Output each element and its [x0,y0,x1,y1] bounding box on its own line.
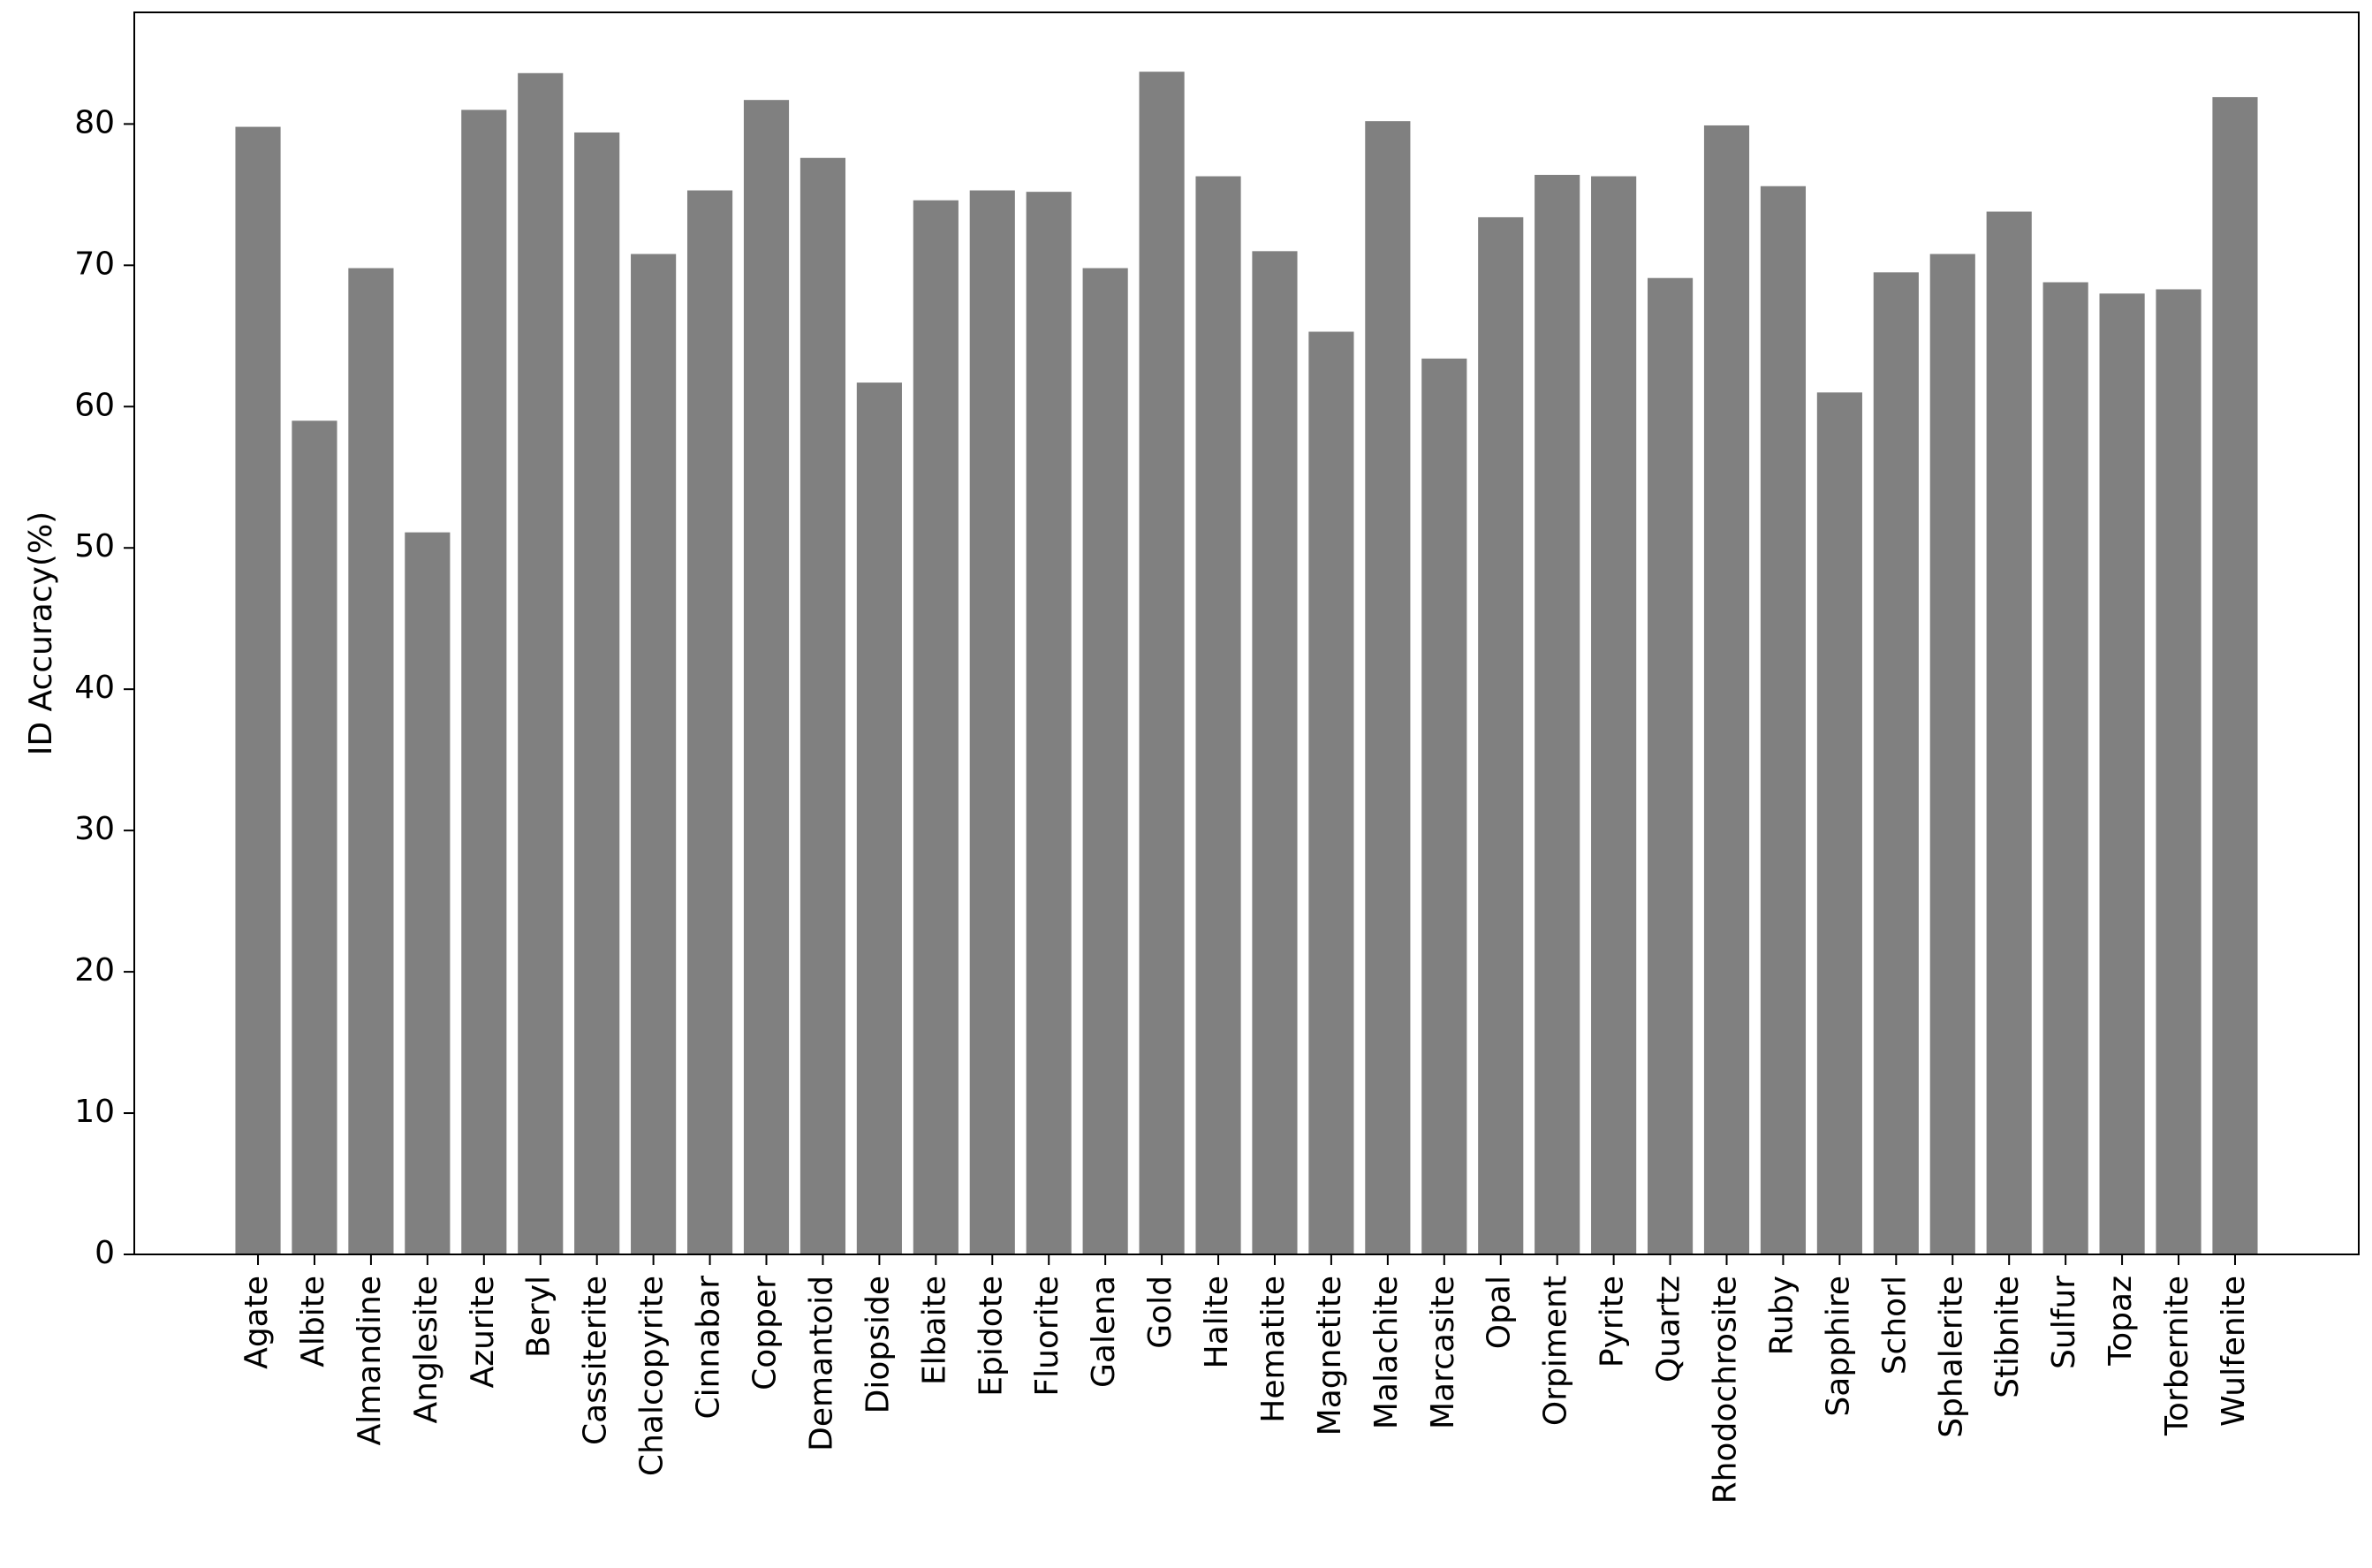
x-tick-label: Ruby [1763,1276,1800,1355]
bar [913,200,959,1254]
bar [743,100,790,1255]
x-tick-label: Malachite [1368,1276,1405,1429]
y-tick-label: 60 [74,387,115,423]
bar [1986,211,2032,1254]
x-tick-label: Gold [1142,1276,1178,1349]
x-tick-label: Schorl [1876,1276,1913,1375]
x-tick-label: Hematite [1255,1276,1292,1423]
y-axis-label: ID Accuracy(%) [23,511,59,755]
x-tick-label: Elbaite [916,1276,952,1385]
x-tick-label: Galena [1086,1276,1122,1388]
bar [235,126,281,1255]
bar [1929,254,1975,1254]
y-tick-label: 10 [74,1094,115,1130]
x-tick-label: Chalcopyrite [634,1276,671,1476]
x-tick-label: Anglesite [408,1276,444,1423]
bar [631,254,677,1254]
x-tick-label: Almandine [352,1276,388,1445]
bar [969,190,1015,1254]
y-tick-label: 80 [74,104,115,140]
x-tick-label: Magnetite [1312,1276,1348,1435]
bar [2156,289,2201,1255]
bar [574,132,620,1255]
bar [800,157,846,1254]
bar [686,190,733,1254]
bar [292,420,337,1254]
bar [1647,277,1694,1254]
bar [461,110,507,1254]
bar [1308,331,1354,1254]
bar [2212,96,2258,1255]
bar [1816,392,1862,1254]
bar [1478,216,1524,1254]
x-tick-label: Fluorite [1029,1276,1065,1397]
x-tick-label: Topaz [2103,1276,2139,1367]
bar [1760,186,1807,1255]
x-tick-label: Stibnite [1989,1276,2026,1398]
bar [1195,176,1241,1254]
bar [1365,121,1411,1255]
x-tick-label: Azurite [465,1276,501,1388]
y-tick-label: 0 [95,1235,115,1271]
plot-frame [133,11,2360,1255]
x-tick-label: Demantoid [803,1276,839,1451]
bar [1535,174,1580,1255]
x-tick-label: Sphalerite [1933,1276,1969,1438]
x-tick-label: Wulfenite [2216,1276,2252,1427]
x-tick-label: Opal [1482,1276,1518,1349]
bar [1591,176,1637,1254]
y-tick-label: 30 [74,811,115,847]
y-tick-label: 50 [74,528,115,564]
bar [348,268,394,1255]
x-tick-label: Copper [747,1276,784,1390]
bar [1082,268,1128,1255]
bar [1026,192,1072,1254]
bar [2042,282,2088,1255]
x-tick-label: Beryl [521,1276,557,1358]
bar [518,72,564,1255]
x-tick-label: Marcasite [1425,1276,1461,1429]
x-tick-label: Rhodochrosite [1707,1276,1743,1504]
bar [1139,72,1185,1254]
y-tick-label: 70 [74,246,115,282]
bar [856,383,902,1254]
x-tick-label: Diopside [860,1276,896,1413]
x-tick-label: Albite [295,1276,331,1367]
x-tick-label: Epidote [973,1276,1009,1397]
bar [405,532,451,1254]
x-tick-label: Quartz [1651,1276,1687,1382]
x-tick-label: Orpiment [1538,1276,1574,1426]
x-tick-label: Cinnabar [691,1276,727,1420]
x-tick-label: Sulfur [2046,1276,2082,1369]
x-tick-label: Sapphire [1820,1276,1856,1417]
bar [1703,125,1750,1254]
x-tick-label: Cassiterite [578,1276,614,1445]
y-tick-label: 20 [74,952,115,989]
bar [2099,293,2145,1254]
y-tick-label: 40 [74,670,115,706]
bar [1873,272,1919,1254]
bar [1421,358,1467,1254]
bar [1252,251,1298,1254]
x-tick-label: Pyrite [1595,1276,1631,1367]
x-tick-label: Agate [239,1276,275,1369]
x-tick-label: Halite [1199,1276,1235,1368]
x-tick-label: Torbernite [2159,1276,2195,1436]
